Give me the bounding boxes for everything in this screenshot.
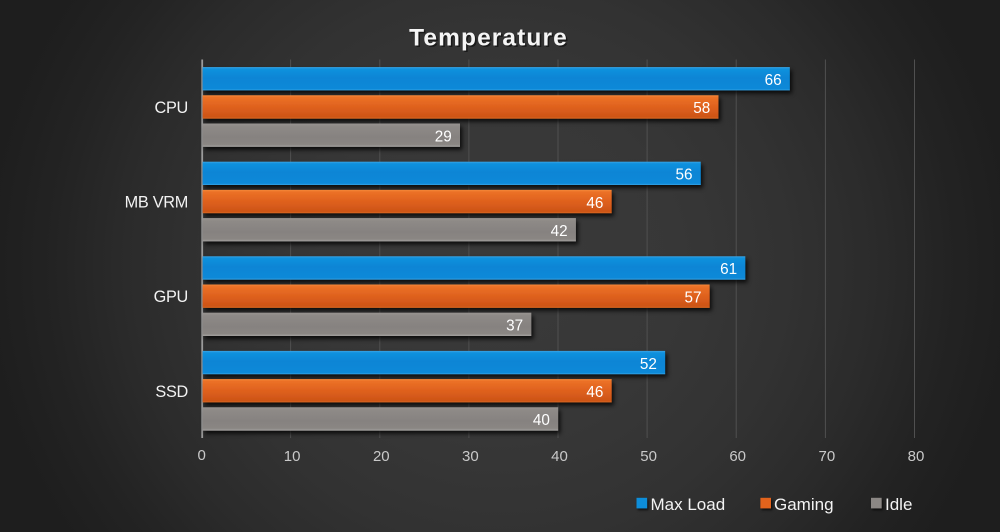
svg-text:58: 58 xyxy=(693,100,710,117)
svg-text:30: 30 xyxy=(462,448,479,465)
svg-text:Temperature: Temperature xyxy=(409,25,568,52)
svg-text:Idle: Idle xyxy=(885,495,912,514)
svg-text:57: 57 xyxy=(684,289,701,306)
svg-text:60: 60 xyxy=(729,448,746,465)
svg-text:46: 46 xyxy=(586,195,603,212)
svg-text:MB VRM: MB VRM xyxy=(125,194,188,212)
svg-text:Temperature: Temperature xyxy=(411,26,570,53)
svg-text:52: 52 xyxy=(640,356,657,373)
svg-text:GPU: GPU xyxy=(154,288,188,306)
svg-text:37: 37 xyxy=(506,318,523,335)
svg-text:80: 80 xyxy=(908,448,925,465)
svg-text:70: 70 xyxy=(819,448,836,465)
svg-text:SSD: SSD xyxy=(155,383,188,401)
svg-text:50: 50 xyxy=(640,448,657,465)
svg-text:61: 61 xyxy=(720,261,737,278)
svg-text:66: 66 xyxy=(765,72,782,89)
svg-text:Gaming: Gaming xyxy=(774,495,834,514)
svg-text:56: 56 xyxy=(675,167,692,184)
svg-text:40: 40 xyxy=(551,448,568,465)
svg-text:20: 20 xyxy=(373,448,390,465)
svg-text:10: 10 xyxy=(284,448,301,465)
svg-text:CPU: CPU xyxy=(155,99,188,117)
svg-text:42: 42 xyxy=(551,223,568,240)
svg-text:29: 29 xyxy=(435,128,452,145)
svg-text:46: 46 xyxy=(586,384,603,401)
svg-text:0: 0 xyxy=(198,447,206,464)
svg-text:Max Load: Max Load xyxy=(651,495,726,514)
svg-text:40: 40 xyxy=(533,412,550,429)
